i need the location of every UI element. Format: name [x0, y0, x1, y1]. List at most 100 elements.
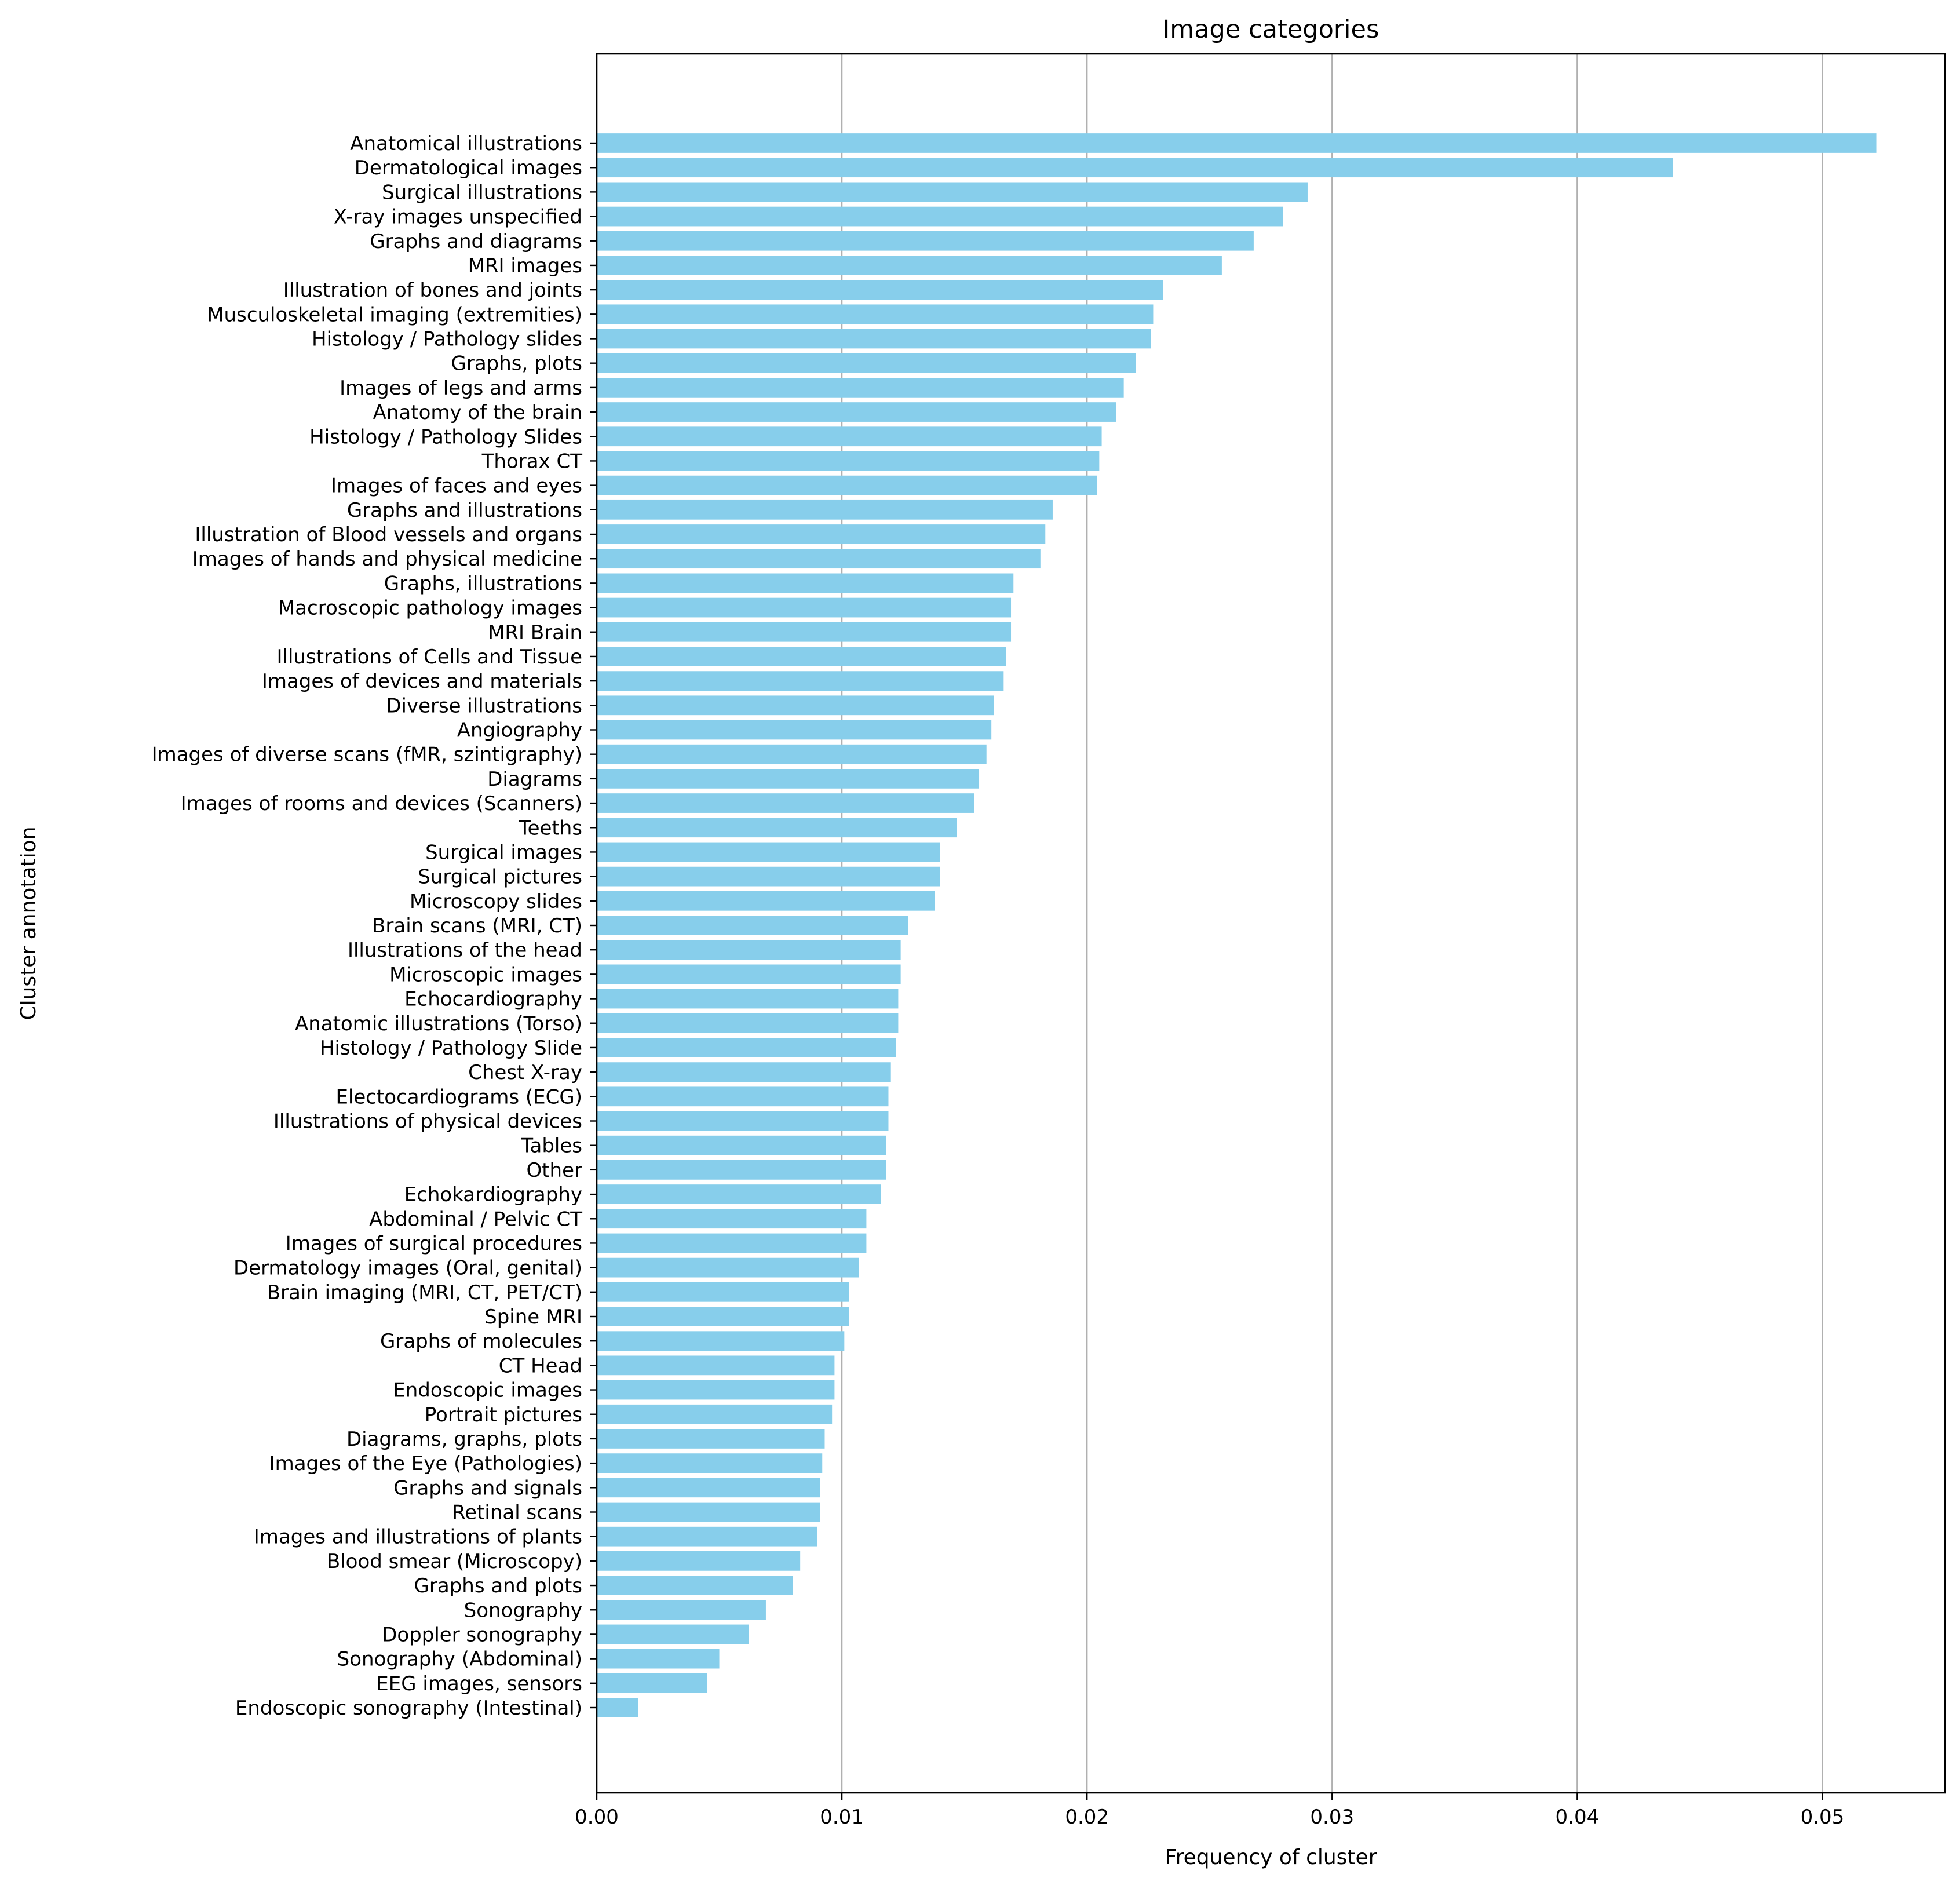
bar — [597, 916, 908, 935]
y-tick-label: Other — [526, 1159, 582, 1182]
bar — [597, 1380, 835, 1400]
bar — [597, 1013, 899, 1033]
plot-frame — [596, 53, 1946, 1794]
y-tick-label: MRI images — [468, 254, 582, 278]
bar — [597, 1404, 833, 1424]
y-tick-label: EEG images, sensors — [376, 1672, 582, 1695]
bar — [597, 720, 992, 740]
bar — [597, 818, 957, 838]
bar — [597, 1135, 886, 1155]
y-tick-label: Images of faces and eyes — [331, 475, 582, 498]
y-tick-label: CT Head — [499, 1354, 582, 1377]
y-tick-label: Images of legs and arms — [340, 377, 582, 400]
bar — [597, 329, 1151, 349]
y-tick-label: Anatomy of the brain — [373, 401, 582, 424]
bar — [597, 1184, 881, 1204]
y-tick-label: Brain scans (MRI, CT) — [372, 914, 582, 938]
y-tick-label: Surgical illustrations — [382, 181, 582, 204]
bar — [597, 1698, 638, 1717]
y-tick-label: Microscopy slides — [410, 890, 582, 913]
x-tick-label: 0.04 — [1556, 1806, 1600, 1829]
y-tick-label: Echocardiography — [404, 988, 582, 1011]
y-tick-label: Portrait pictures — [425, 1403, 582, 1427]
chart-title: Image categories — [1163, 15, 1379, 44]
bar — [597, 964, 901, 984]
bar — [597, 1429, 825, 1449]
bar — [597, 1453, 823, 1473]
bar — [597, 1649, 720, 1669]
bar — [597, 940, 901, 960]
y-tick-label: Anatomic illustrations (Torso) — [295, 1012, 582, 1035]
y-tick-label: Anatomical illustrations — [350, 132, 582, 155]
y-tick-label: Histology / Pathology Slides — [309, 425, 582, 448]
y-tick-label: Electocardiograms (ECG) — [335, 1085, 582, 1108]
bar — [597, 206, 1283, 227]
bar — [597, 573, 1014, 593]
bar — [597, 1307, 849, 1326]
x-axis-label: Frequency of cluster — [1165, 1846, 1377, 1869]
y-tick-label: Dermatology images (Oral, genital) — [233, 1257, 582, 1280]
y-tick-label: Images of rooms and devices (Scanners) — [181, 792, 582, 815]
bar — [597, 158, 1673, 178]
bar — [597, 133, 1877, 153]
bar — [597, 1355, 835, 1376]
y-tick-label: MRI Brain — [488, 621, 582, 644]
x-tick-label: 0.03 — [1310, 1806, 1354, 1829]
y-tick-label: Images and illustrations of plants — [254, 1526, 582, 1549]
bar — [597, 1478, 820, 1498]
bar — [597, 1551, 801, 1571]
y-tick-label: Brain imaging (MRI, CT, PET/CT) — [267, 1281, 582, 1304]
bar — [597, 891, 935, 911]
y-tick-label: Diverse illustrations — [386, 694, 582, 717]
y-tick-label: Doppler sonography — [382, 1623, 582, 1646]
y-tick-label: Images of hands and physical medicine — [192, 548, 582, 571]
bar — [597, 1257, 859, 1278]
bar — [597, 622, 1012, 642]
bar — [597, 647, 1006, 666]
y-tick-label: Blood smear (Microscopy) — [327, 1550, 582, 1573]
y-axis-label: Cluster annotation — [17, 826, 41, 1020]
y-tick-label: Abdominal / Pelvic CT — [369, 1208, 582, 1231]
y-tick-label: Musculoskeletal imaging (extremities) — [207, 303, 582, 326]
y-tick-label: Teeths — [519, 816, 582, 840]
y-tick-label: Illustration of bones and joints — [283, 279, 582, 302]
bar — [597, 304, 1154, 324]
y-tick-label: Graphs and plots — [414, 1574, 582, 1598]
bar — [597, 426, 1102, 447]
y-tick-label: Histology / Pathology Slide — [320, 1037, 582, 1060]
x-tick-label: 0.00 — [575, 1806, 619, 1829]
bar — [597, 1160, 886, 1180]
y-tick-label: Endoscopic sonography (Intestinal) — [235, 1697, 582, 1720]
x-tick-labels: 0.00 0.01 0.02 0.03 0.04 0.05 — [575, 1793, 1844, 1829]
bar — [597, 1209, 867, 1229]
y-tick-label: X-ray images unspecified — [334, 206, 582, 229]
bar — [597, 549, 1041, 569]
y-tick-label: Images of diverse scans (fMR, szintigrap… — [152, 743, 582, 767]
bar — [597, 989, 899, 1009]
bar — [597, 1600, 766, 1620]
bar — [597, 231, 1254, 251]
y-tick-label: Thorax CT — [481, 450, 583, 473]
y-tick-label: Illustrations of Cells and Tissue — [277, 646, 582, 669]
y-tick-label: Graphs, illustrations — [384, 572, 582, 595]
y-tick-label: Endoscopic images — [393, 1379, 582, 1402]
x-tick-label: 0.05 — [1801, 1806, 1845, 1829]
y-tick-label: Illustration of Blood vessels and organs — [195, 523, 582, 546]
bar — [597, 1526, 817, 1547]
y-tick-label: Illustrations of the head — [348, 939, 582, 962]
y-tick-label: Macroscopic pathology images — [278, 597, 582, 620]
y-tick-label: Graphs and illustrations — [347, 499, 582, 522]
y-tick-label: Surgical pictures — [418, 866, 582, 889]
bar — [597, 378, 1124, 398]
bar — [597, 499, 1053, 520]
bar — [597, 353, 1136, 373]
y-tick-label: Retinal scans — [452, 1501, 582, 1525]
bar — [597, 1502, 820, 1522]
bar — [597, 1038, 896, 1057]
bar — [597, 1111, 889, 1131]
y-tick-label: Dermatological images — [355, 156, 582, 180]
y-tick-label: Spine MRI — [484, 1305, 582, 1329]
